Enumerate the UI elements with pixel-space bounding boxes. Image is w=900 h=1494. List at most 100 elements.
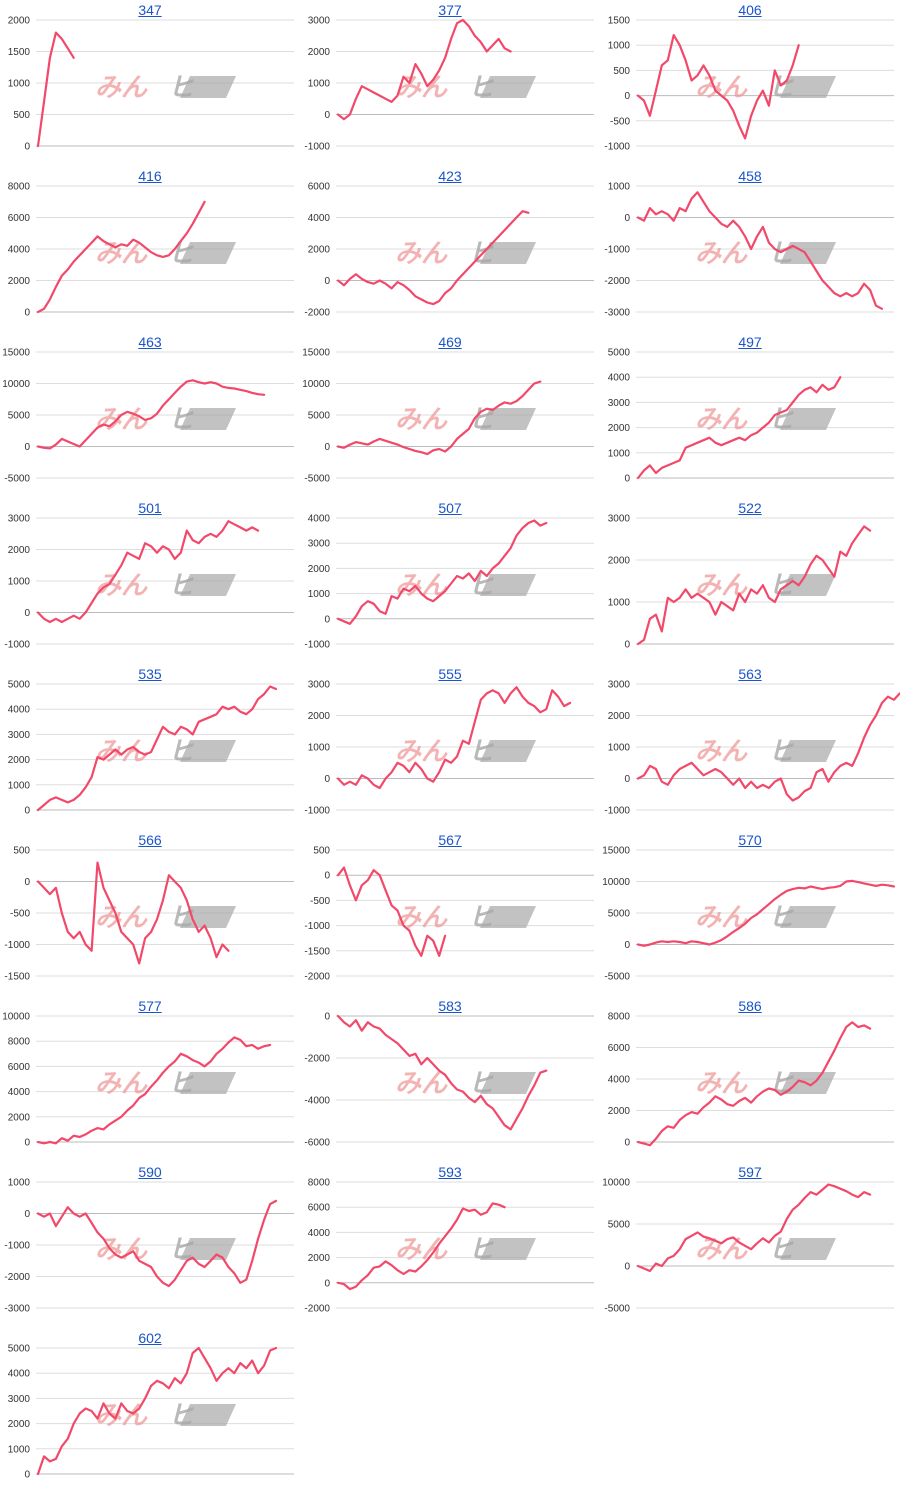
line-chart: -5000050001000015000みんヒ (2, 348, 294, 485)
watermark-left: みん (395, 405, 448, 435)
y-tick-label: 0 (624, 91, 630, 102)
chart-title-link[interactable]: 535 (138, 666, 162, 682)
series-line (636, 34, 800, 140)
chart-title-link[interactable]: 563 (738, 666, 762, 682)
y-tick-label: -2000 (304, 972, 330, 983)
chart-title-link[interactable]: 458 (738, 168, 762, 184)
chart-title-link[interactable]: 423 (438, 168, 462, 184)
line-chart: -1000-500050010001500みんヒ (604, 16, 894, 153)
y-tick-label: 8000 (308, 1178, 331, 1189)
chart-title-link[interactable]: 469 (438, 334, 462, 350)
y-tick-label: 2000 (8, 545, 31, 556)
watermark-logo-icon (180, 242, 236, 264)
chart-title-link[interactable]: 597 (738, 1164, 762, 1180)
y-tick-label: 1000 (308, 79, 331, 90)
chart-title-link[interactable]: 583 (438, 998, 462, 1014)
chart-title-link[interactable]: 463 (138, 334, 162, 350)
series-line (36, 685, 278, 812)
y-tick-label: 15000 (602, 846, 630, 857)
y-tick-label: 10000 (2, 379, 30, 390)
line-chart: -50000500010000みんヒ (602, 1178, 894, 1315)
y-tick-label: 0 (324, 871, 330, 882)
chart-title-link[interactable]: 347 (138, 2, 162, 18)
chart-panel: 555 -1000 0 1000 2000 3000 みんヒ (300, 664, 600, 830)
y-tick-label: 500 (13, 846, 30, 857)
chart-panel: 563 -1000 0 1000 2000 3000 みんヒ (600, 664, 900, 830)
watermark-logo-icon (480, 1238, 536, 1260)
chart-title-link[interactable]: 590 (138, 1164, 162, 1180)
chart-panel: 377 -1000 0 1000 2000 3000 みんヒ (300, 0, 600, 166)
watermark-logo-icon (480, 906, 536, 928)
chart-title-link[interactable]: 567 (438, 832, 462, 848)
chart-title-link[interactable]: 416 (138, 168, 162, 184)
chart-title-link[interactable]: 497 (738, 334, 762, 350)
y-tick-label: 2000 (308, 564, 331, 575)
y-tick-label: -3000 (4, 1304, 30, 1315)
chart-title-link[interactable]: 406 (738, 2, 762, 18)
y-tick-label: 0 (24, 608, 30, 619)
watermark-logo-icon (780, 906, 836, 928)
y-tick-label: 5000 (608, 1220, 631, 1231)
y-tick-label: 1000 (308, 743, 331, 754)
y-tick-label: -5000 (604, 972, 630, 983)
watermark-logo-icon (180, 1238, 236, 1260)
y-tick-label: 1000 (608, 41, 631, 52)
watermark-logo-icon (480, 242, 536, 264)
chart-title-link[interactable]: 555 (438, 666, 462, 682)
line-chart: -100001000200030004000みんヒ (304, 514, 594, 651)
chart-panel: 416 0 2000 4000 6000 8000 みんヒ (0, 166, 300, 332)
chart-title-link[interactable]: 586 (738, 998, 762, 1014)
chart-panel: 566 -1500 -1000 -500 0 500 みんヒ (0, 830, 300, 996)
y-tick-label: 4000 (8, 1087, 31, 1098)
y-tick-label: 0 (24, 308, 30, 319)
y-tick-label: -5000 (4, 474, 30, 485)
series-line (336, 1202, 506, 1291)
y-tick-label: 10000 (302, 379, 330, 390)
line-chart: -10000100020003000みんヒ (4, 514, 294, 651)
watermark-logo-icon (480, 76, 536, 98)
y-tick-label: 500 (613, 66, 630, 77)
y-tick-label: -1000 (304, 142, 330, 153)
y-tick-label: 6000 (608, 1043, 631, 1054)
chart-title-link[interactable]: 501 (138, 500, 162, 516)
series-line (36, 1036, 272, 1145)
y-tick-label: 0 (624, 1262, 630, 1273)
y-tick-label: 4000 (308, 213, 331, 224)
watermark-logo-icon (480, 740, 536, 762)
y-tick-label: 0 (324, 442, 330, 453)
watermark-logo-icon (180, 574, 236, 596)
y-tick-label: 8000 (8, 1037, 31, 1048)
y-tick-label: 8000 (8, 182, 31, 193)
watermark-left: みん (395, 1069, 448, 1099)
line-chart: -200002000400060008000みんヒ (304, 1178, 594, 1315)
y-tick-label: 6000 (308, 1203, 331, 1214)
chart-title-link[interactable]: 377 (438, 2, 462, 18)
chart-panel: 535 0 1000 2000 3000 4000 5000 みんヒ (0, 664, 300, 830)
watermark-left: みん (695, 1069, 748, 1099)
y-tick-label: 0 (624, 940, 630, 951)
watermark-logo-icon (780, 740, 836, 762)
watermark-logo-icon (480, 574, 536, 596)
line-chart: 010002000300040005000みんヒ (608, 348, 894, 485)
chart-title-link[interactable]: 507 (438, 500, 462, 516)
chart-title-link[interactable]: 522 (738, 500, 762, 516)
chart-title-link[interactable]: 566 (138, 832, 162, 848)
watermark-left: みん (695, 405, 748, 435)
y-tick-label: 2000 (608, 711, 631, 722)
series-line (36, 1199, 278, 1288)
y-tick-label: 4000 (8, 705, 31, 716)
y-tick-label: 5000 (8, 411, 31, 422)
chart-panel: 497 0 1000 2000 3000 4000 5000 みんヒ (600, 332, 900, 498)
watermark-left: みん (695, 1235, 748, 1265)
chart-title-link[interactable]: 602 (138, 1330, 162, 1346)
y-tick-label: 1000 (608, 182, 631, 193)
series-line (636, 376, 842, 480)
line-chart: -20000200040006000みんヒ (304, 182, 594, 319)
chart-panel: 347 0 500 1000 1500 2000 みんヒ (0, 0, 300, 166)
y-tick-label: -1500 (4, 972, 30, 983)
chart-title-link[interactable]: 570 (738, 832, 762, 848)
chart-title-link[interactable]: 577 (138, 998, 162, 1014)
chart-title-link[interactable]: 593 (438, 1164, 462, 1180)
y-tick-label: 2000 (308, 1253, 331, 1264)
y-tick-label: 2000 (608, 1106, 631, 1117)
